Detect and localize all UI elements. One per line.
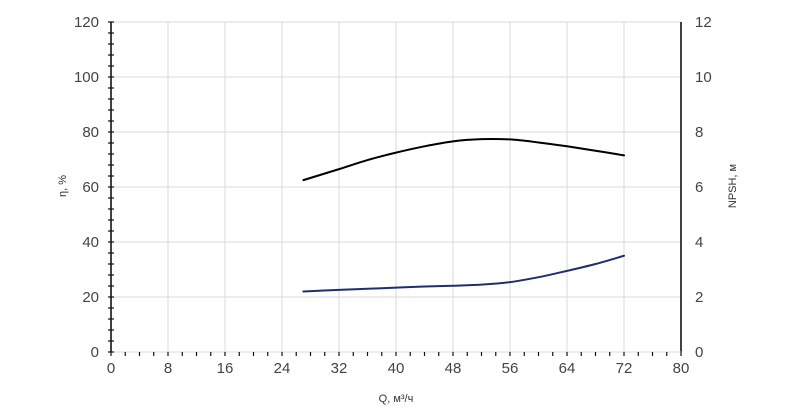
y-left-tick-label-100: 100 (74, 69, 99, 86)
x-tick-label-72: 72 (616, 360, 633, 377)
y-right-axis-title: NPSH, м (727, 164, 739, 208)
y-left-tick-label-20: 20 (82, 289, 99, 306)
y-right-tick-label-2: 2 (695, 289, 703, 306)
x-tick-label-32: 32 (331, 360, 348, 377)
tick-labels: 0 8 16 24 32 40 48 56 64 72 8002040608010012002468… (74, 14, 712, 377)
efficiency-curve (302, 137, 625, 182)
x-tick-label-56: 56 (502, 360, 519, 377)
x-tick-label-40: 40 (388, 360, 405, 377)
y-left-tick-label-40: 40 (82, 234, 99, 251)
y-right-tick-label-12: 12 (695, 14, 712, 31)
y-left-tick-label-0: 0 (91, 344, 99, 361)
axes (108, 21, 682, 356)
x-axis-title: Q, м³/ч (379, 393, 414, 405)
x-tick-label-0: 0 (107, 360, 115, 377)
x-tick-label-16: 16 (217, 360, 234, 377)
y-left-tick-label-80: 80 (82, 124, 99, 141)
x-tick-label-80: 80 (673, 360, 690, 377)
y-left-tick-label-120: 120 (74, 14, 99, 31)
x-tick-label-24: 24 (274, 360, 291, 377)
grid-lines (111, 21, 681, 352)
y-right-tick-label-10: 10 (695, 69, 712, 86)
y-left-tick-label-60: 60 (82, 179, 99, 196)
y-right-tick-label-0: 0 (695, 344, 703, 361)
series-lines (302, 137, 625, 293)
y-left-axis-title: η, % (57, 175, 69, 197)
x-tick-label-48: 48 (445, 360, 462, 377)
npsh-curve (302, 254, 625, 293)
y-right-tick-label-4: 4 (695, 234, 703, 251)
x-tick-label-64: 64 (559, 360, 576, 377)
y-right-tick-label-6: 6 (695, 179, 703, 196)
x-tick-label-8: 8 (164, 360, 172, 377)
y-right-tick-label-8: 8 (695, 124, 703, 141)
